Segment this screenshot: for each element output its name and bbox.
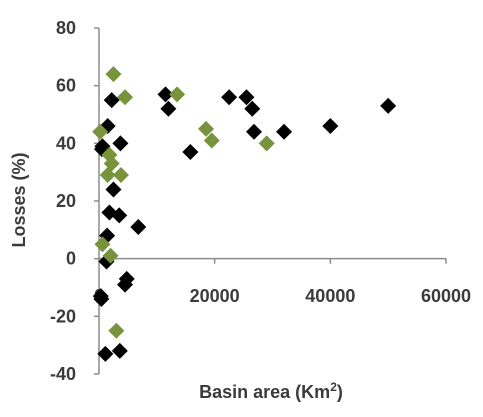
data-point xyxy=(93,291,110,308)
data-point xyxy=(117,276,134,293)
data-point xyxy=(276,123,293,140)
data-point xyxy=(238,89,255,106)
y-tick-label: 20 xyxy=(56,191,76,211)
data-point xyxy=(98,253,115,270)
data-point xyxy=(169,86,186,103)
data-point xyxy=(203,132,220,149)
data-point xyxy=(94,236,111,253)
y-tick-label: 80 xyxy=(56,18,76,38)
data-point xyxy=(112,135,129,152)
data-point xyxy=(111,342,128,359)
data-point xyxy=(97,345,114,362)
data-point xyxy=(322,118,339,135)
y-tick-label: -40 xyxy=(50,364,76,384)
y-tick-label: 60 xyxy=(56,76,76,96)
ticks-layer: -40-200204060800200004000060000 xyxy=(50,18,471,384)
points-layer xyxy=(92,66,397,362)
data-point xyxy=(102,247,119,264)
data-point xyxy=(99,167,116,184)
x-tick-label: 60000 xyxy=(421,286,471,306)
data-point xyxy=(182,143,199,160)
data-point xyxy=(380,97,397,114)
x-axis-title-superscript: 2 xyxy=(330,380,337,394)
x-axis-title-main: Basin area (Km xyxy=(199,382,330,402)
data-point xyxy=(92,123,109,140)
x-tick-label: 40000 xyxy=(305,286,355,306)
data-point xyxy=(103,92,120,109)
data-point xyxy=(99,118,116,135)
y-axis-title: Losses (%) xyxy=(9,152,29,247)
y-tick-label: 0 xyxy=(66,249,76,269)
data-point xyxy=(117,89,134,106)
data-point xyxy=(245,123,262,140)
data-point xyxy=(258,135,275,152)
data-point xyxy=(108,322,125,339)
data-point xyxy=(105,181,122,198)
data-point xyxy=(130,218,147,235)
data-point xyxy=(197,120,214,137)
data-point xyxy=(111,207,128,224)
x-tick-label: 20000 xyxy=(190,286,240,306)
y-tick-label: 40 xyxy=(56,133,76,153)
y-tick-label: -20 xyxy=(50,306,76,326)
data-point xyxy=(105,66,122,83)
data-point xyxy=(221,89,238,106)
x-axis-title: Basin area (Km2) xyxy=(199,380,343,402)
data-point xyxy=(157,86,174,103)
x-axis-title-close: ) xyxy=(337,382,343,402)
data-point xyxy=(112,167,129,184)
data-point xyxy=(160,100,177,117)
axes-layer xyxy=(98,28,446,374)
data-point xyxy=(244,100,261,117)
